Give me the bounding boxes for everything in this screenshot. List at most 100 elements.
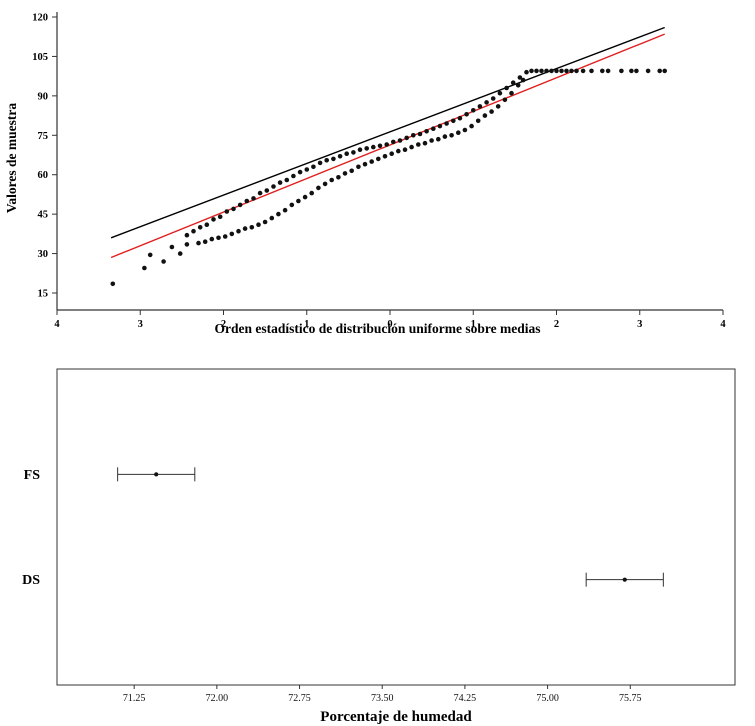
data-point xyxy=(489,109,494,114)
data-point xyxy=(169,244,175,250)
data-point xyxy=(242,226,248,231)
data-point xyxy=(177,251,183,256)
data-point xyxy=(110,281,116,287)
data-point xyxy=(619,68,624,74)
data-point xyxy=(304,167,310,172)
data-point xyxy=(456,130,461,135)
qq-x-tick-label: 3 xyxy=(138,319,143,330)
data-point xyxy=(309,190,315,196)
data-point xyxy=(510,80,516,85)
data-point xyxy=(529,68,534,74)
data-point xyxy=(411,133,416,138)
data-point xyxy=(202,239,208,244)
data-point xyxy=(495,104,501,109)
data-point xyxy=(515,83,521,88)
data-point xyxy=(464,112,469,117)
data-point xyxy=(462,127,468,133)
data-point xyxy=(224,209,230,214)
data-point xyxy=(416,142,421,147)
data-point xyxy=(217,214,223,220)
data-point xyxy=(357,147,363,152)
data-point xyxy=(344,151,350,156)
interval-row-FS xyxy=(117,467,196,482)
data-point xyxy=(544,68,549,74)
interval-mean-point xyxy=(154,472,159,477)
data-point xyxy=(436,136,441,142)
data-point xyxy=(471,108,476,113)
data-point xyxy=(231,206,236,212)
data-point xyxy=(297,169,303,175)
qq-x-tick-label: 3 xyxy=(637,319,642,330)
data-point xyxy=(662,68,667,74)
data-point xyxy=(351,150,356,155)
data-point xyxy=(396,148,401,154)
data-point xyxy=(362,161,368,167)
data-point xyxy=(216,235,221,241)
data-point xyxy=(251,196,256,201)
data-point xyxy=(482,113,488,118)
qq-y-tick-label: 120 xyxy=(32,13,48,24)
data-point xyxy=(417,131,423,137)
data-point xyxy=(429,138,434,143)
data-point xyxy=(645,68,651,74)
data-point xyxy=(634,68,639,74)
interval-x-tick-label: 73.50 xyxy=(371,693,394,704)
data-point xyxy=(402,147,408,152)
data-point xyxy=(549,68,554,74)
data-point xyxy=(364,146,370,151)
data-point xyxy=(331,156,336,162)
data-point xyxy=(502,97,508,103)
data-point xyxy=(589,68,594,74)
data-point xyxy=(404,135,410,141)
data-point xyxy=(497,90,503,96)
data-point xyxy=(324,158,330,163)
qq-x-tick-label: 1 xyxy=(304,319,309,330)
data-point xyxy=(504,85,509,91)
interval-x-tick-label: 75.00 xyxy=(536,693,559,704)
data-point xyxy=(444,121,449,126)
data-point xyxy=(397,138,403,143)
data-point xyxy=(384,142,390,147)
data-point xyxy=(229,231,235,237)
data-point xyxy=(371,144,376,150)
data-point xyxy=(264,188,270,193)
data-point xyxy=(520,77,526,83)
data-point xyxy=(322,181,328,187)
data-point xyxy=(490,96,496,101)
data-point xyxy=(191,228,196,234)
data-point xyxy=(451,118,456,124)
data-point xyxy=(256,222,261,227)
data-point xyxy=(329,177,335,183)
data-point xyxy=(271,184,276,189)
qq-plot-canvas: 4 3 2 1 0 1 2 3 4 15 30 45 60 75 90 105 120 Valores de mu… xyxy=(4,12,726,330)
interval-plot-frame xyxy=(56,368,736,686)
data-point xyxy=(534,68,539,74)
data-point xyxy=(211,217,216,222)
category-label-FS: FS xyxy=(24,468,41,483)
data-point xyxy=(484,100,489,105)
interval-x-tick-label: 71.25 xyxy=(123,693,146,704)
data-point xyxy=(509,90,514,96)
data-point xyxy=(517,75,523,80)
data-point xyxy=(291,173,296,179)
category-label-DS: DS xyxy=(22,573,40,588)
qq-y-tick-label: 105 xyxy=(32,52,48,63)
data-point xyxy=(349,168,355,174)
data-point xyxy=(311,164,316,170)
data-point xyxy=(262,219,268,225)
data-point xyxy=(336,175,341,180)
data-point xyxy=(377,143,383,149)
data-point xyxy=(580,68,586,74)
data-point xyxy=(475,118,481,124)
data-point xyxy=(409,144,414,150)
data-point xyxy=(422,140,428,146)
data-point xyxy=(391,139,396,145)
data-point xyxy=(356,164,361,170)
linea-referencia-negra xyxy=(110,26,665,239)
interval-x-tick-label: 72.00 xyxy=(206,693,229,704)
data-point xyxy=(431,126,436,131)
data-point xyxy=(249,225,255,230)
qq-y-tick-label: 15 xyxy=(38,289,49,300)
qq-x-tick-label: 1 xyxy=(471,319,476,330)
data-point xyxy=(342,171,348,176)
